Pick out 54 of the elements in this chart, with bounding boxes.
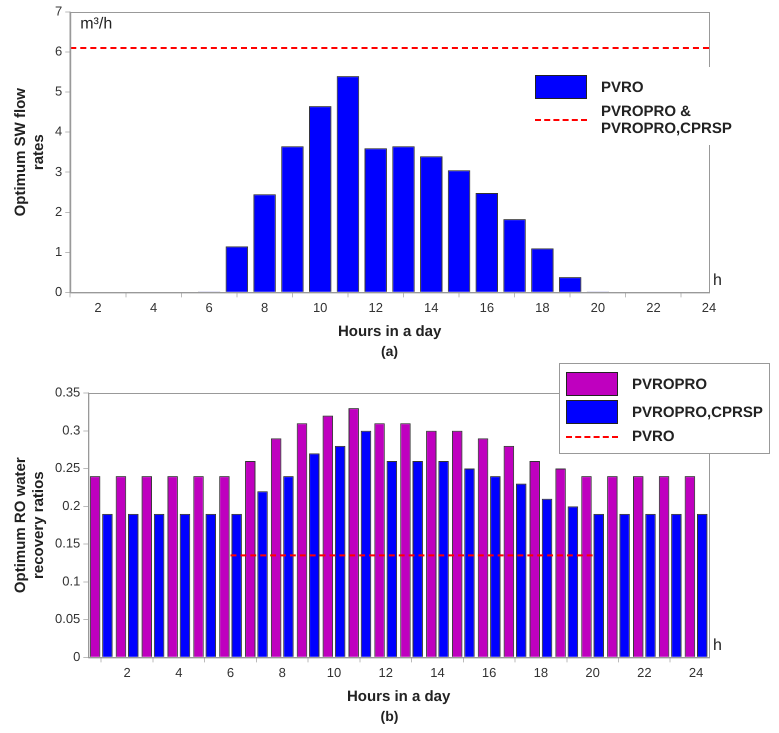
x-axis-title: Hours in a day: [338, 323, 442, 340]
y-tick-label: 1: [54, 244, 62, 259]
text: h: [713, 636, 722, 654]
y-axis-title: Optimum RO water recovery ratios: [12, 457, 48, 594]
y-tick-label: 3: [54, 164, 62, 179]
legend-label: PVRO: [601, 78, 644, 96]
y-tick-label: 7: [54, 4, 62, 19]
x-tick-label: 14: [424, 300, 439, 315]
x-tick-label: 22: [646, 300, 661, 315]
x-tick-label: 20: [590, 300, 606, 315]
y-tick-label: 0.35: [54, 384, 80, 400]
x-tick-label: 6: [205, 300, 213, 315]
x-tick-label: 10: [312, 300, 328, 315]
x-tick-label: 6: [226, 664, 234, 680]
x-tick-label: 16: [480, 300, 494, 315]
x-axis-title: Hours in a day: [346, 688, 451, 706]
text: (a): [380, 343, 400, 359]
y-tick-label: 0.3: [62, 422, 80, 438]
legend-label: PVROPRO & PVROPRO,CPRSP: [601, 103, 733, 137]
annotation: m³/h: [80, 15, 112, 32]
y-axis-title: Optimum SW flow rates: [12, 88, 48, 216]
x-tick-label: 24: [702, 300, 716, 315]
y-tick-label: 2: [54, 204, 62, 219]
y-tick-label: 6: [54, 44, 62, 59]
x-tick-label: 2: [94, 300, 102, 315]
y-tick-label: 0: [54, 284, 62, 299]
y-tick-label: 0: [73, 648, 80, 664]
legend-label: PVRO: [632, 428, 675, 445]
legend-label: PVROPRO: [632, 376, 708, 392]
x-tick-label: 18: [534, 664, 548, 680]
y-tick-label: 4: [54, 124, 62, 139]
x-tick-label: 16: [482, 664, 496, 680]
x-tick-label: 8: [261, 300, 268, 315]
y-tick-label: 5: [54, 84, 62, 99]
x-tick-label: 8: [278, 664, 286, 680]
x-tick-label: 22: [637, 664, 652, 680]
text: h: [713, 272, 722, 289]
y-tick-label: 0.15: [54, 536, 80, 551]
x-tick-label: 24: [688, 664, 704, 680]
x-tick-label: 4: [175, 664, 182, 680]
y-tick-label: 0.25: [54, 460, 80, 476]
y-tick-label: 0.1: [62, 573, 80, 588]
x-tick-label: 10: [326, 664, 342, 680]
x-tick-label: 12: [378, 664, 393, 680]
x-tick-label: 12: [368, 300, 383, 315]
legend-label: PVROPRO,CPRSP: [632, 404, 763, 420]
y-tick-label: 0.2: [62, 498, 80, 513]
x-tick-label: 18: [535, 300, 550, 315]
x-tick-label: 14: [430, 664, 445, 680]
text: (b): [380, 708, 400, 724]
y-tick-label: 0.05: [54, 611, 80, 626]
x-tick-label: 2: [123, 664, 131, 680]
x-tick-label: 4: [150, 300, 158, 315]
x-tick-label: 20: [585, 664, 600, 680]
